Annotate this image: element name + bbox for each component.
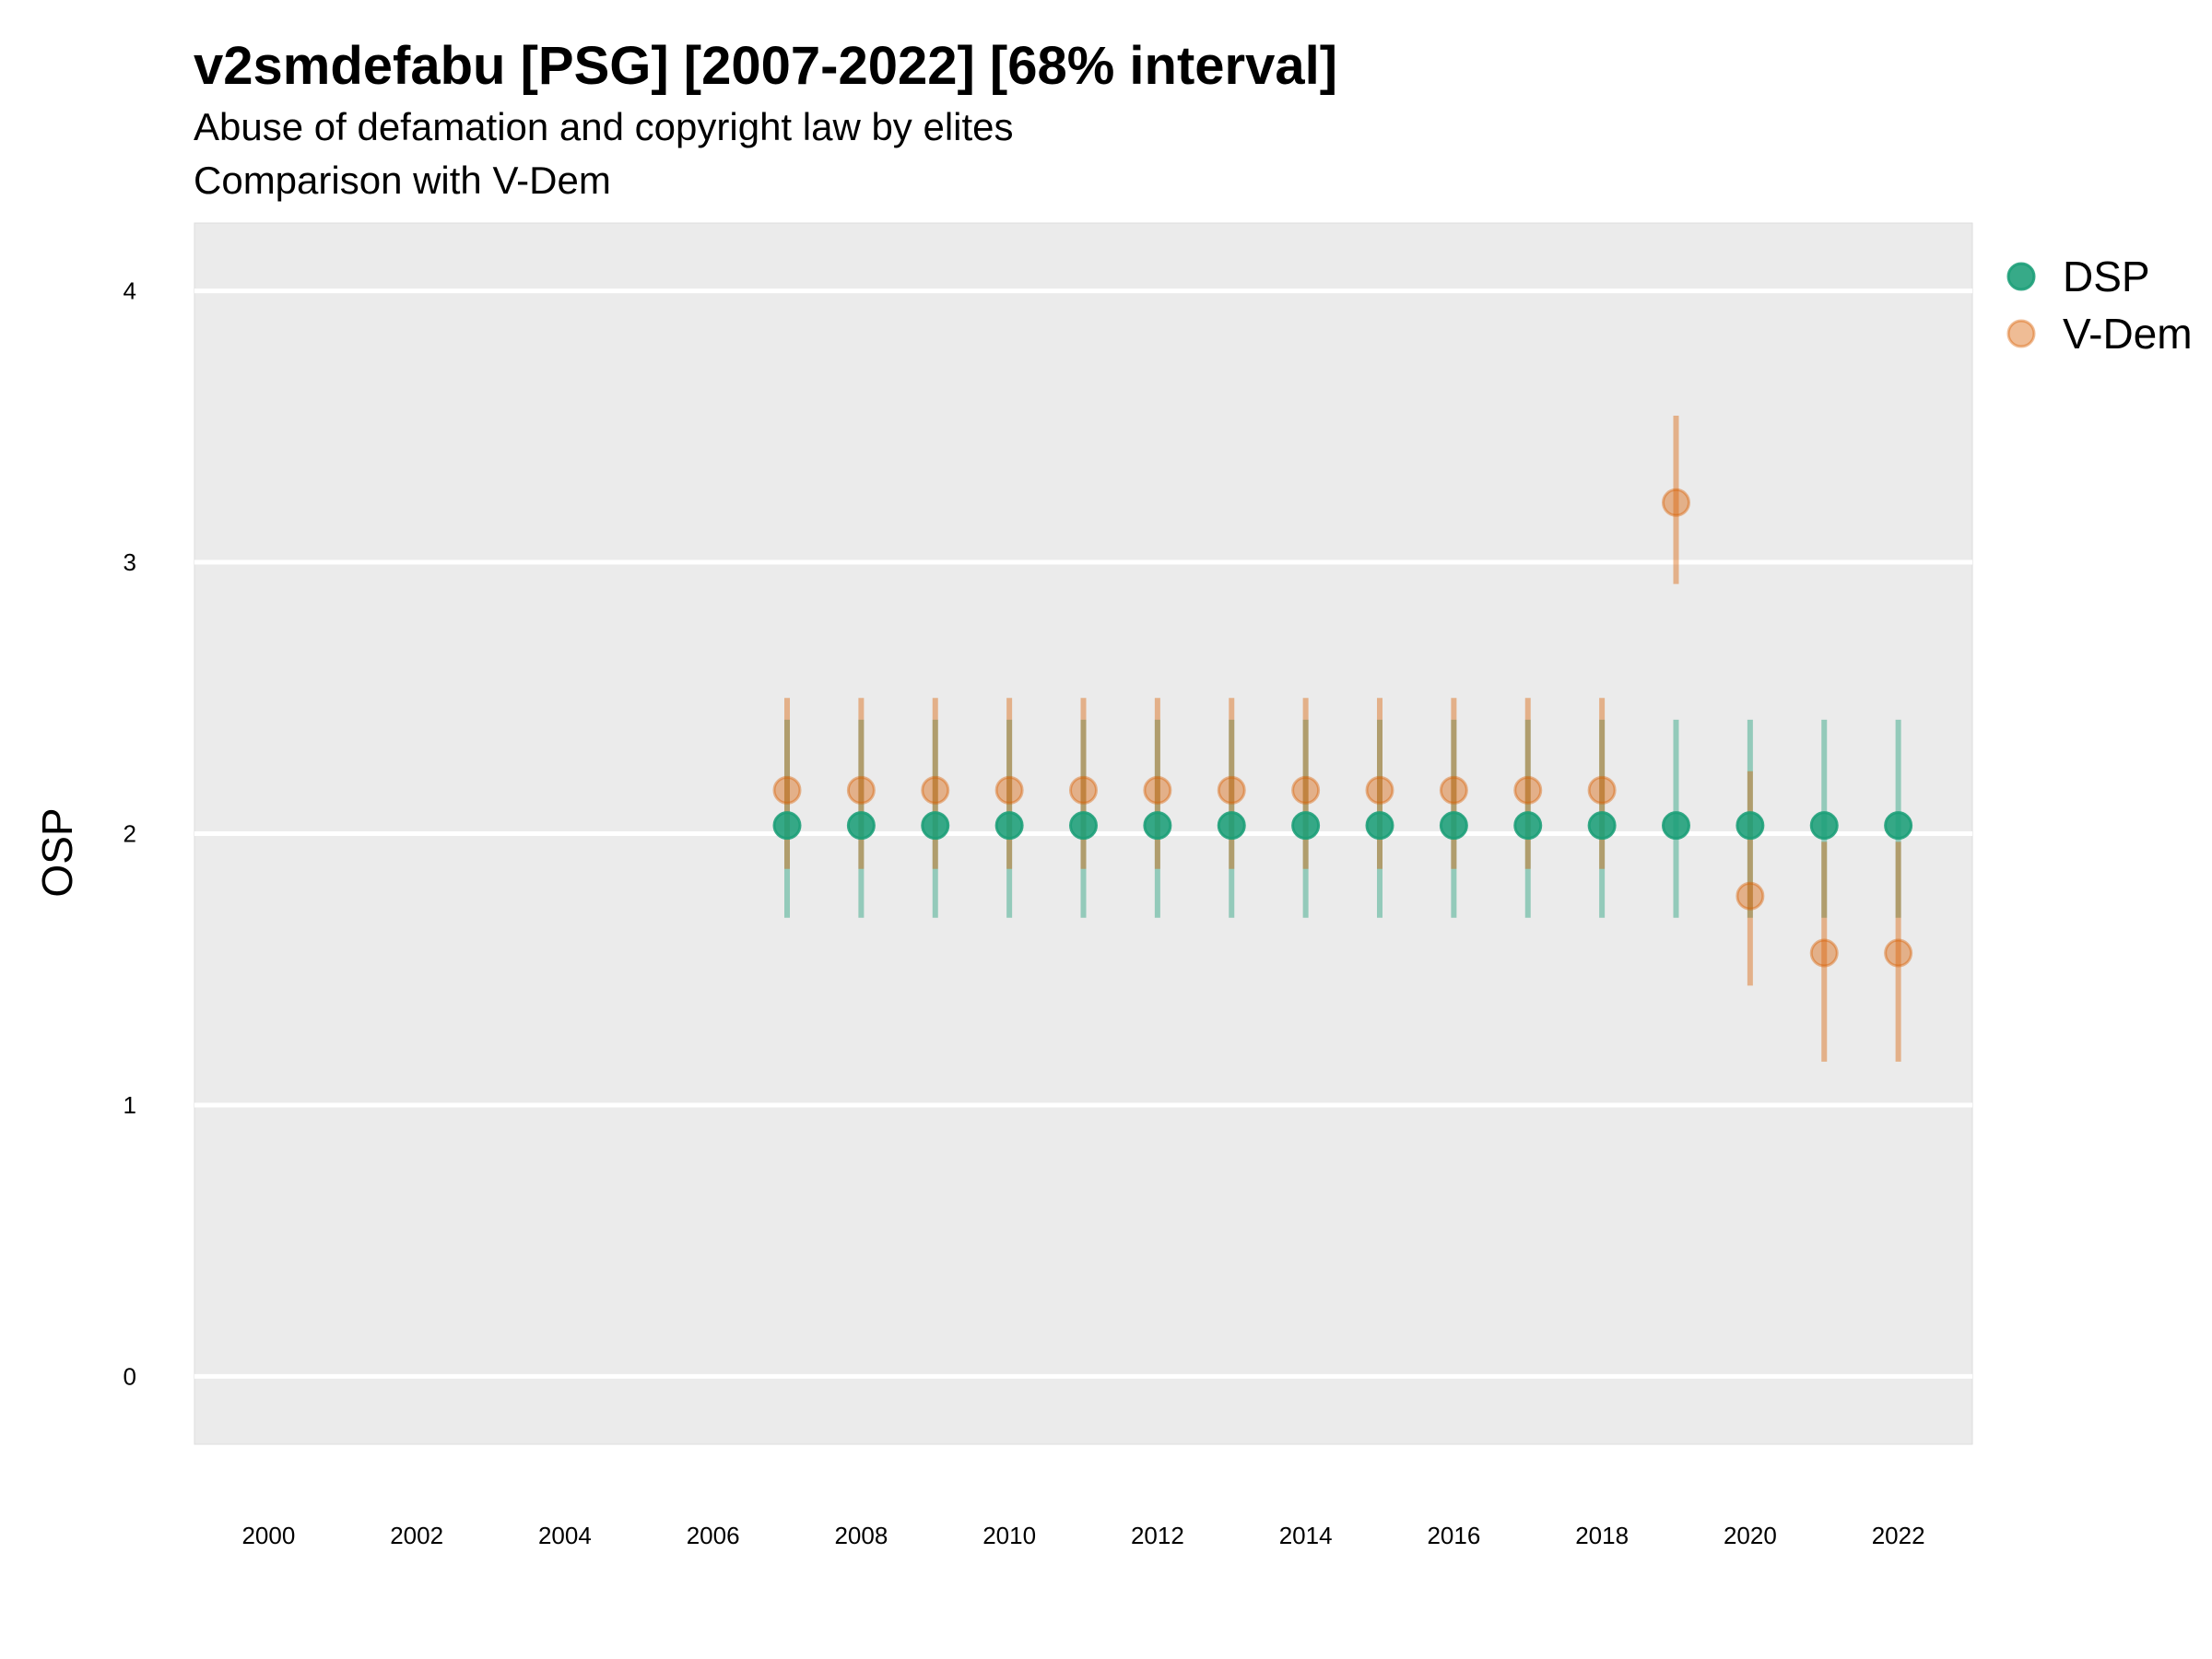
x-tick-label: 2016 bbox=[1427, 1522, 1480, 1549]
x-axis-ticks: 2000 2002 2004 2006 2008 2010 2012 2014 2016 2018… bbox=[241, 1522, 1924, 1549]
dsp-point bbox=[921, 811, 950, 841]
dsp-point bbox=[994, 811, 1024, 841]
estimate-points bbox=[772, 488, 1913, 968]
y-tick-label: 2 bbox=[124, 820, 136, 848]
chart-subtitle: Abuse of defamation and copyright law by… bbox=[194, 105, 1014, 148]
dsp-point bbox=[1809, 811, 1839, 841]
y-tick-label: 3 bbox=[124, 548, 136, 576]
dsp-point bbox=[1291, 811, 1321, 841]
v-dem-point bbox=[1513, 775, 1543, 805]
x-tick-label: 2014 bbox=[1279, 1522, 1333, 1549]
legend-label-dsp: DSP bbox=[2063, 253, 2150, 300]
y-axis-title: OSP bbox=[33, 807, 81, 897]
v-dem-point bbox=[846, 775, 876, 805]
v-dem-point bbox=[1735, 881, 1765, 911]
legend-key-v-dem bbox=[2006, 319, 2036, 348]
dsp-point bbox=[1587, 811, 1617, 841]
y-tick-label: 0 bbox=[124, 1362, 136, 1390]
dsp-point bbox=[1365, 811, 1394, 841]
dsp-point bbox=[1217, 811, 1246, 841]
dsp-point bbox=[846, 811, 876, 841]
v-dem-point bbox=[1291, 775, 1321, 805]
chart-title: v2smdefabu [PSG] [2007-2022] [68% interv… bbox=[194, 36, 1338, 96]
dsp-point bbox=[1143, 811, 1172, 841]
x-tick-label: 2008 bbox=[834, 1522, 888, 1549]
v-dem-point bbox=[1662, 488, 1690, 517]
x-tick-label: 2006 bbox=[687, 1522, 740, 1549]
v-dem-point bbox=[1809, 938, 1839, 968]
dsp-point bbox=[1662, 811, 1690, 841]
v-dem-point bbox=[772, 775, 802, 805]
dsp-point bbox=[1069, 811, 1098, 841]
y-axis-ticks: 0 1 2 3 4 bbox=[124, 277, 136, 1391]
v-dem-point bbox=[1217, 775, 1246, 805]
dsp-point bbox=[772, 811, 802, 841]
v-dem-point bbox=[1884, 938, 1913, 968]
v-dem-point bbox=[994, 775, 1024, 805]
dsp-point bbox=[1439, 811, 1468, 841]
v-dem-point bbox=[1587, 775, 1617, 805]
x-tick-label: 2022 bbox=[1872, 1522, 1925, 1549]
dsp-point bbox=[1884, 811, 1913, 841]
x-tick-label: 2018 bbox=[1575, 1522, 1629, 1549]
x-tick-label: 2002 bbox=[390, 1522, 443, 1549]
x-tick-label: 2004 bbox=[538, 1522, 592, 1549]
v-dem-point bbox=[1143, 775, 1172, 805]
dsp-point bbox=[1735, 811, 1765, 841]
legend: DSP V-Dem bbox=[2006, 253, 2193, 358]
chart-subtitle-comparison: Comparison with V-Dem bbox=[194, 159, 611, 202]
y-tick-label: 4 bbox=[124, 277, 136, 305]
legend-key-dsp bbox=[2006, 262, 2036, 291]
x-tick-label: 2000 bbox=[241, 1522, 295, 1549]
v-dem-point bbox=[1439, 775, 1468, 805]
v-dem-point bbox=[1069, 775, 1098, 805]
v-dem-point bbox=[1365, 775, 1394, 805]
x-tick-label: 2012 bbox=[1131, 1522, 1184, 1549]
x-tick-label: 2010 bbox=[982, 1522, 1036, 1549]
dsp-point bbox=[1513, 811, 1543, 841]
y-tick-label: 1 bbox=[124, 1091, 136, 1119]
x-tick-label: 2020 bbox=[1724, 1522, 1777, 1549]
v-dem-point bbox=[921, 775, 950, 805]
legend-label-v-dem: V-Dem bbox=[2063, 310, 2193, 358]
